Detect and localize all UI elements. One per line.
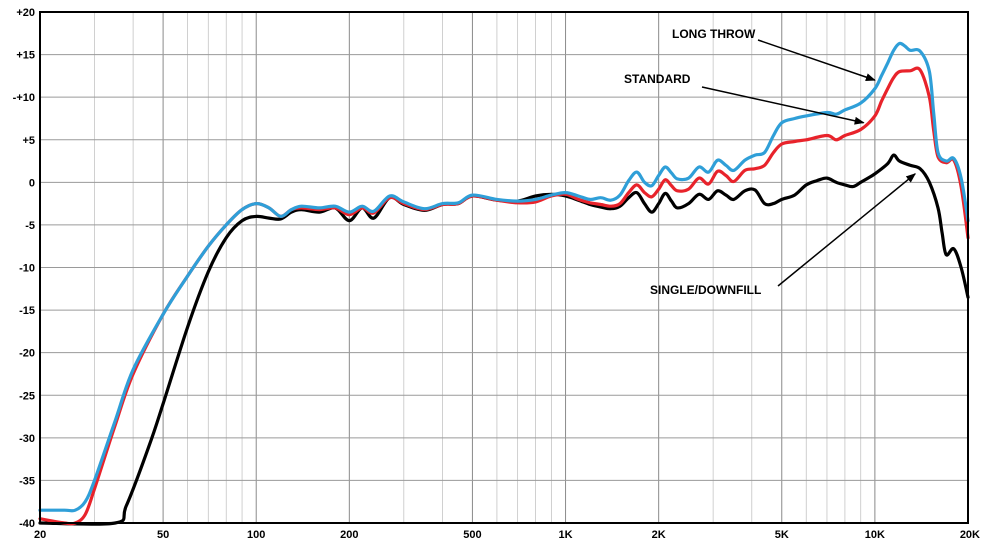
y-tick-label: -+10: [13, 92, 35, 104]
x-axis-ticks: 20 50 100 200 500 1K 2K 5K 10K 20K: [34, 529, 980, 541]
grid: [40, 12, 968, 523]
annotation-label-standard: STANDARD: [624, 72, 691, 86]
series-group: [38, 41, 970, 526]
annotation-label-long-throw: LONG THROW: [672, 27, 756, 41]
y-tick-label: -25: [19, 390, 35, 402]
x-tick-label: 100: [247, 529, 265, 541]
x-tick-label: 10K: [865, 529, 885, 541]
annotation-arrow-long-throw: [757, 39, 876, 81]
annotation-arrow-standard: [701, 86, 865, 125]
plot-frame: [39, 11, 969, 524]
y-tick-label: -20: [19, 348, 35, 360]
series-line-long-throw: [38, 41, 970, 513]
y-tick-label: -35: [19, 475, 35, 487]
x-tick-label: 50: [157, 529, 169, 541]
x-tick-label: 20K: [960, 529, 980, 541]
y-tick-label: -10: [19, 263, 35, 275]
y-tick-label: -30: [19, 433, 35, 445]
annotation-label-single-downfill: SINGLE/DOWNFILL: [650, 283, 761, 297]
y-tick-label: -40: [19, 518, 35, 530]
series-line-single-downfill: [38, 153, 970, 526]
x-tick-label: 200: [340, 529, 358, 541]
y-tick-label: +20: [16, 7, 35, 19]
x-tick-label: 20: [34, 529, 46, 541]
x-tick-label: 1K: [559, 529, 573, 541]
annotation-arrow-single-downfill: [777, 173, 916, 287]
x-tick-label: 2K: [652, 529, 666, 541]
x-tick-label: 500: [463, 529, 481, 541]
annotations: LONG THROW STANDARD SINGLE/DOWNFILL: [624, 27, 916, 297]
y-tick-label: +15: [16, 50, 35, 62]
y-tick-label: -5: [25, 220, 35, 232]
y-tick-label: 0: [29, 177, 35, 189]
y-tick-label: +5: [22, 135, 35, 147]
y-axis-ticks: +20 +15 -+10 +5 0 -5 -10 -15 -20 -25 -30 -35 -40: [13, 7, 35, 530]
x-tick-label: 5K: [775, 529, 789, 541]
y-tick-label: -15: [19, 305, 35, 317]
